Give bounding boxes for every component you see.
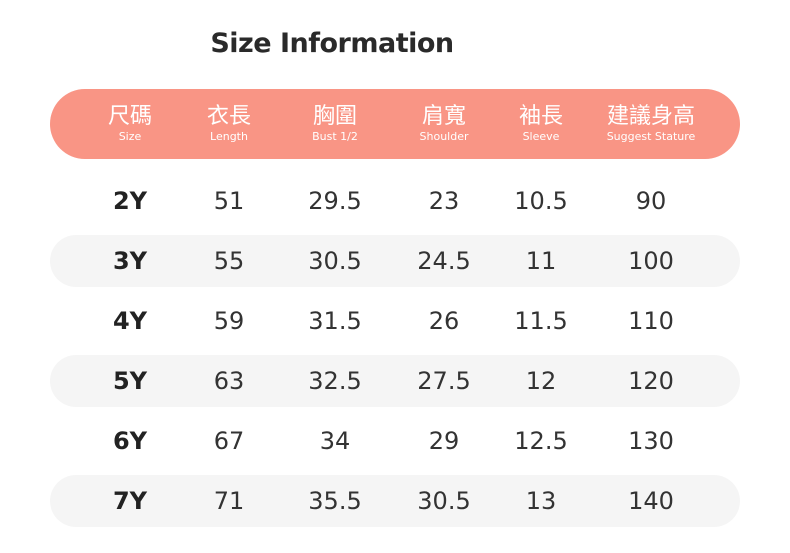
table-cell: 24.5 [417, 247, 471, 275]
column-header-zh: 胸圍 [312, 104, 358, 129]
table-header: 尺碼 Size 衣長 Length 胸圍 Bust 1/2 肩寬 Shoulder 袖長 Slee… [50, 89, 740, 159]
table-cell: 71 [213, 487, 245, 515]
column-header: 建議身高 Suggest Stature [607, 89, 696, 159]
column-header-en: Size [118, 130, 142, 143]
size-label: 2Y [112, 187, 148, 215]
column-header: 尺碼 Size [108, 89, 152, 159]
size-label: 6Y [112, 427, 148, 455]
table-cell: 11 [525, 247, 557, 275]
table-cell: 23 [428, 187, 460, 215]
table-cell: 27.5 [417, 367, 471, 395]
table-cell: 110 [628, 307, 674, 335]
table-cell: 12.5 [514, 427, 568, 455]
table-cell: 32.5 [308, 367, 362, 395]
table-row: 3Y 55 30.5 24.5 11 100 [50, 235, 740, 287]
table-row: 6Y 67 34 29 12.5 130 [50, 415, 740, 467]
table-cell: 51 [213, 187, 245, 215]
column-header: 胸圍 Bust 1/2 [312, 89, 358, 159]
table-cell: 130 [628, 427, 674, 455]
table-cell: 120 [628, 367, 674, 395]
table-cell: 11.5 [514, 307, 568, 335]
column-header-en: Sleeve [522, 130, 560, 143]
size-label: 4Y [112, 307, 148, 335]
table-cell: 35.5 [308, 487, 362, 515]
size-label: 5Y [112, 367, 148, 395]
table-cell: 67 [213, 427, 245, 455]
table-cell: 63 [213, 367, 245, 395]
table-row: 2Y 51 29.5 23 10.5 90 [50, 175, 740, 227]
table-cell: 100 [628, 247, 674, 275]
table-cell: 13 [525, 487, 557, 515]
column-header: 衣長 Length [207, 89, 251, 159]
column-header-zh: 衣長 [206, 104, 252, 129]
table-cell: 12 [525, 367, 557, 395]
table-cell: 34 [319, 427, 351, 455]
table-cell: 140 [628, 487, 674, 515]
table-cell: 31.5 [308, 307, 362, 335]
column-header: 肩寬 Shoulder [420, 89, 469, 159]
table-row: 5Y 63 32.5 27.5 12 120 [50, 355, 740, 407]
table-cell: 29.5 [308, 187, 362, 215]
table-cell: 30.5 [308, 247, 362, 275]
table-cell: 90 [635, 187, 667, 215]
column-header-en: Length [210, 130, 248, 143]
table-cell: 10.5 [514, 187, 568, 215]
table-cell: 59 [213, 307, 245, 335]
size-label: 3Y [112, 247, 148, 275]
size-label: 7Y [112, 487, 148, 515]
column-header-en: Bust 1/2 [312, 130, 358, 143]
column-header: 袖長 Sleeve [519, 89, 563, 159]
table-cell: 29 [428, 427, 460, 455]
column-header-en: Shoulder [419, 130, 469, 143]
table-row: 7Y 71 35.5 30.5 13 140 [50, 475, 740, 527]
page-title: Size Information [210, 28, 454, 59]
table-cell: 30.5 [417, 487, 471, 515]
column-header-zh: 尺碼 [107, 104, 153, 129]
column-header-en: Suggest Stature [606, 130, 696, 143]
column-header-zh: 袖長 [518, 104, 564, 129]
table-cell: 26 [428, 307, 460, 335]
table-row: 4Y 59 31.5 26 11.5 110 [50, 295, 740, 347]
column-header-zh: 建議身高 [606, 104, 696, 129]
column-header-zh: 肩寬 [421, 104, 467, 129]
table-cell: 55 [213, 247, 245, 275]
